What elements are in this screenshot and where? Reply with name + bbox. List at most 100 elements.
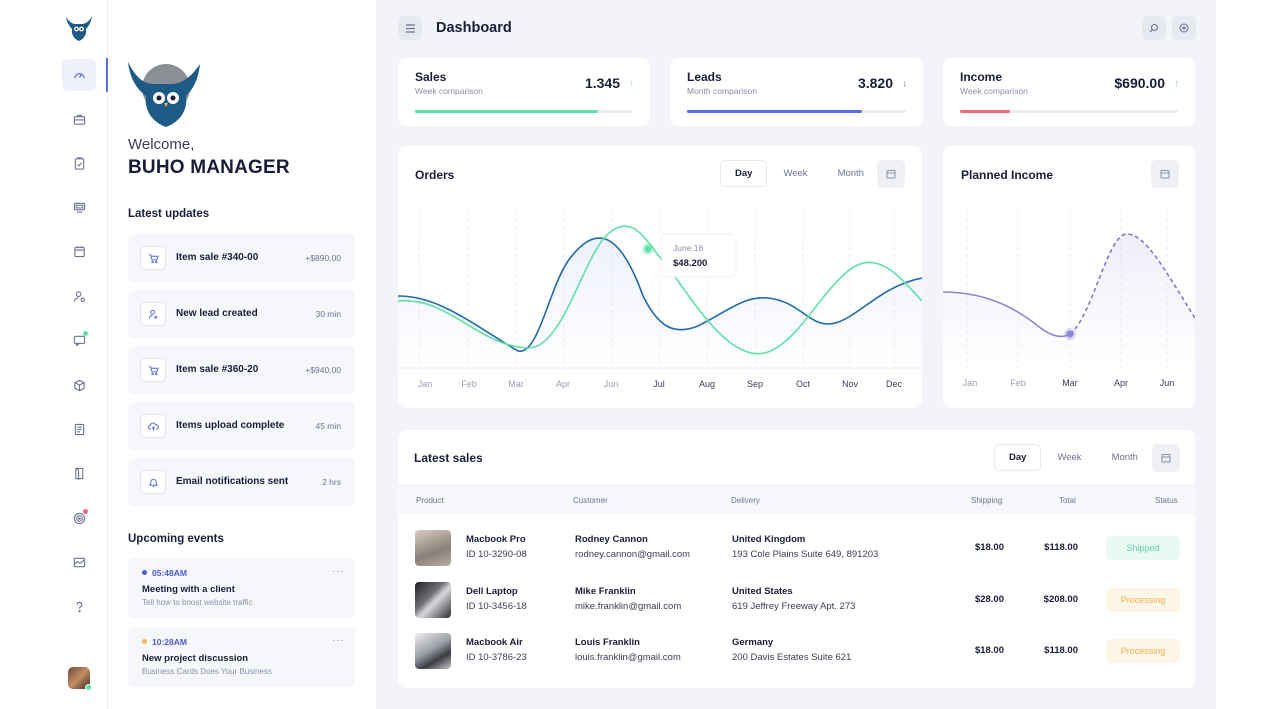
col-total[interactable]: Total [1059,496,1076,505]
arrow-up-icon: ↑ [629,78,635,88]
orders-line-series-1 [398,237,922,352]
update-label: New lead created [176,308,258,319]
customer-email: mike.franklin@gmail.com [575,601,682,612]
x-tick-label: Mar [1062,378,1078,388]
kpi-sales-card[interactable]: Sales Week comparison 1.345 ↑ [398,58,650,126]
shipping-cost: $18.00 [974,645,1004,656]
shipping-cost: $18.00 [974,542,1004,553]
search-button[interactable] [1142,16,1166,40]
tooltip-date: June 16 [673,243,704,253]
nav-products[interactable] [62,369,96,401]
nav-messages[interactable] [62,324,96,356]
x-tick-label: Sep [746,379,763,389]
planned-title: Planned Income [961,168,1054,182]
planned-income-card: Planned Income Jan Feb Mar Apr Jun [943,146,1195,408]
kpi-progress [960,110,1178,113]
event-card[interactable]: 10:28AM New project discussion Business … [128,627,355,687]
x-tick-label: Dec [885,379,902,389]
nav-dashboard[interactable] [62,59,96,91]
search-icon [1149,23,1159,33]
kpi-progress [415,110,633,113]
calendar-icon [1161,454,1171,463]
update-item[interactable]: Item sale #340-00 +$890.00 [128,234,355,282]
user-avatar[interactable] [68,667,92,691]
update-label: Items upload complete [176,420,285,431]
events-title: Upcoming events [128,533,224,545]
chart-point [1066,330,1074,338]
clipboard-icon [74,156,84,170]
col-status[interactable]: Status [1155,496,1178,505]
x-tick-label: Jun [603,379,619,389]
col-delivery[interactable]: Delivery [731,496,760,505]
tab-day[interactable]: Day [994,444,1042,471]
planned-line-forecast [1069,233,1195,335]
nav-monitor[interactable] [62,191,96,223]
event-name: Meeting with a client [142,584,235,595]
delivery-address: 619 Jeffrey Freeway Apt. 273 [732,601,856,612]
owl-mascot-icon [128,62,200,127]
active-indicator [106,58,108,92]
col-customer[interactable]: Customer [573,496,608,505]
delivery-address: 200 Davis Estates Suite 621 [732,652,852,663]
bell-icon [140,470,166,494]
update-item[interactable]: Email notifications sent 2 hrs [128,458,355,506]
planned-line-actual [943,291,1071,338]
update-item[interactable]: Items upload complete 45 min [128,402,355,450]
product-image [415,582,451,618]
x-tick-label: Feb [1010,378,1026,388]
event-card[interactable]: 05:48AM Meeting with a client Tell how t… [128,558,355,618]
nav-briefcase[interactable] [62,103,96,135]
nav-reports[interactable] [62,546,96,578]
customer-name: Louis Franklin [575,637,640,648]
x-tick-label: Aug [698,379,715,389]
update-value: +$890.00 [305,253,341,263]
tab-week[interactable]: Week [1057,452,1082,463]
online-dot [83,331,88,336]
sales-calendar-button[interactable] [1152,444,1180,472]
plus-circle-icon [1179,23,1189,33]
kpi-progress-fill [687,110,863,113]
tab-month[interactable]: Month [1111,452,1138,463]
col-shipping[interactable]: Shipping [971,496,1003,505]
nav-help[interactable] [62,590,96,622]
product-id: ID 10-3290-08 [466,549,527,560]
alert-dot [83,509,88,514]
main-area: Dashboard Sales Week comparison 1.345 ↑ … [376,0,1216,709]
kpi-leads-card[interactable]: Leads Month comparison 3.820 ↓ [670,58,923,126]
nav-book[interactable] [62,457,96,489]
nav-users[interactable] [62,280,96,312]
tab-week[interactable]: Week [783,168,808,179]
orders-calendar-button[interactable] [877,160,905,188]
tab-day[interactable]: Day [720,160,768,187]
add-button[interactable] [1172,16,1196,40]
event-dot [142,639,147,644]
book-icon [74,467,83,480]
kpi-income-card[interactable]: Income Week comparison $690.00 ↑ [943,58,1195,126]
col-product[interactable]: Product [416,496,444,505]
update-item[interactable]: Item sale #360-20 +$940.00 [128,346,355,394]
hamburger-icon [405,23,415,33]
orders-chart [398,212,922,369]
menu-button[interactable] [398,16,422,40]
more-icon[interactable]: ··· [332,566,345,577]
nav-clipboard[interactable] [62,147,96,179]
planned-calendar-button[interactable] [1151,160,1179,188]
x-tick-label: Jun [1159,378,1175,388]
nav-document[interactable] [62,413,96,445]
owl-logo-icon[interactable] [64,14,94,42]
x-tick-label: Nov [841,379,858,389]
kpi-label: Income [960,70,1003,84]
customer-email: louis.franklin@gmail.com [575,652,681,663]
page-title: Dashboard [436,20,512,36]
more-icon[interactable]: ··· [332,635,345,646]
tab-month[interactable]: Month [837,168,864,179]
nav-calendar[interactable] [62,235,96,267]
chart-area-icon [73,557,85,567]
x-tick-label: Jan [417,379,433,389]
nav-targets[interactable] [62,502,96,534]
update-item[interactable]: New lead created 30 min [128,290,355,338]
kpi-progress-fill [415,110,599,113]
x-tick-label: Oct [795,379,810,389]
monitor-icon [73,202,85,213]
help-icon [76,601,82,612]
